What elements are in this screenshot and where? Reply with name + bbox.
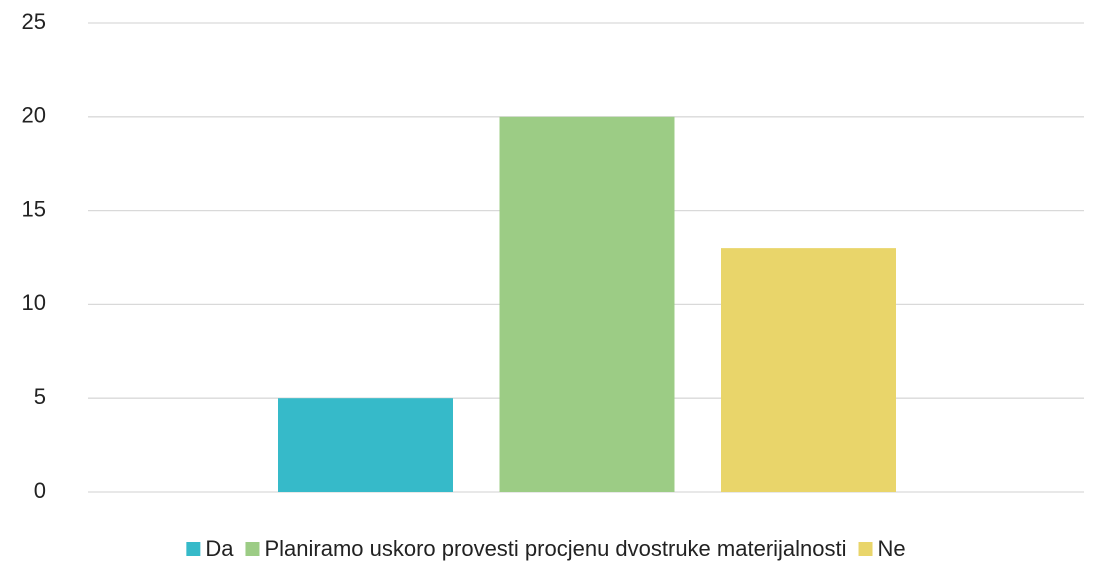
legend-swatch <box>858 542 873 556</box>
y-tick-label: 5 <box>34 384 46 409</box>
bar <box>278 398 453 492</box>
y-tick-label: 20 <box>22 103 46 128</box>
y-tick-label: 25 <box>22 9 46 34</box>
bar <box>721 248 896 492</box>
legend-swatch <box>245 542 260 556</box>
legend-swatch <box>186 542 201 556</box>
y-tick-label: 0 <box>34 478 46 503</box>
legend-label: Da <box>205 536 234 561</box>
legend-label: Planiramo uskoro provesti procjenu dvost… <box>264 536 846 561</box>
y-tick-label: 15 <box>22 196 46 221</box>
legend-label: Ne <box>878 536 906 561</box>
bar <box>499 116 675 493</box>
y-tick-label: 10 <box>22 290 46 315</box>
